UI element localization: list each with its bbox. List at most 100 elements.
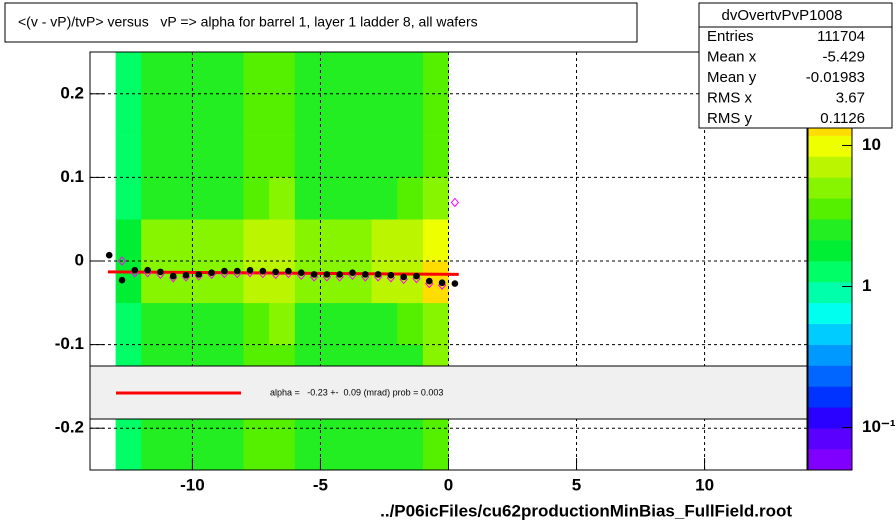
heatmap-cell (371, 135, 398, 178)
heatmap-cell (218, 428, 244, 471)
heatmap-cell (397, 52, 424, 95)
profile-point (374, 271, 382, 278)
heatmap-cell (346, 428, 372, 471)
heatmap-cell (141, 428, 168, 471)
profile-point (438, 279, 446, 287)
profile-point (451, 280, 459, 287)
heatmap-cell (269, 428, 296, 471)
colorbar-band (808, 156, 852, 178)
heatmap-cell (320, 219, 347, 262)
heatmap-cell (115, 219, 142, 262)
y-tick-label: 0.1 (60, 167, 84, 186)
colorbar-band (808, 386, 852, 408)
heatmap-cell (346, 177, 372, 220)
x-tick-label: -10 (180, 475, 205, 494)
profile-point (169, 272, 177, 280)
profile-point (144, 266, 151, 274)
colorbar-band (808, 449, 852, 471)
heatmap-cell (269, 52, 296, 95)
profile-marker (117, 256, 127, 266)
profile-point (233, 267, 241, 275)
heatmap-cell (115, 177, 142, 220)
heatmap-cell (115, 93, 142, 136)
profile-point (195, 271, 203, 278)
heatmap-cell (346, 52, 372, 95)
profile-point (425, 277, 433, 285)
heatmap-cell (397, 302, 424, 345)
colorbar-band (808, 302, 852, 324)
profile-point (105, 251, 113, 259)
heatmap-cell (320, 261, 347, 304)
frame (89, 51, 808, 471)
stats-value: -5.429 (822, 48, 865, 65)
stats-label: Entries (707, 28, 754, 45)
heatmap-cell (218, 177, 244, 220)
heatmap-cell (397, 177, 424, 220)
stats-box (698, 2, 893, 129)
heatmap-cell (422, 219, 449, 262)
heatmap-cell (397, 135, 424, 178)
y-tick-label: -0.1 (55, 334, 84, 353)
heatmap-cell (115, 52, 142, 95)
heatmap-cell (371, 177, 398, 220)
z-tick-label: 10⁻¹ (862, 417, 896, 436)
heatmap-cell (269, 135, 296, 178)
chart-title: <(v - vP)/tvP> versus vP => alpha for ba… (18, 14, 478, 30)
stats-value: 0.1126 (820, 110, 865, 127)
profile-point (349, 269, 356, 277)
heatmap-cell (141, 52, 168, 95)
heatmap-cell (166, 177, 193, 220)
heatmap-cell (371, 261, 398, 304)
profile-point (323, 271, 331, 278)
x-tick-label: -5 (313, 475, 328, 494)
heatmap-cell (346, 93, 372, 136)
profile-point (221, 267, 228, 275)
colorbar-band (808, 344, 852, 366)
heatmap-cell (269, 302, 296, 345)
profile-point (157, 268, 164, 276)
colorbar-band (808, 323, 852, 345)
stats-value: 111704 (817, 28, 865, 45)
heatmap-cell (243, 93, 270, 136)
colorbar-band (808, 261, 852, 283)
heatmap-cell (218, 52, 244, 95)
x-tick-label: 5 (572, 475, 581, 494)
stats-value: 3.67 (836, 89, 865, 106)
heatmap-cell (243, 261, 270, 304)
heatmap-cell (294, 93, 321, 136)
heatmap-cell (115, 302, 142, 345)
heatmap-cell (115, 135, 142, 178)
colorbar-band (808, 365, 852, 387)
heatmap-cell (141, 177, 168, 220)
title-box (4, 2, 638, 43)
heatmap-cell (218, 302, 244, 345)
colorbar-band (808, 219, 852, 241)
heatmap-cell (141, 93, 168, 136)
profile-point (310, 271, 318, 278)
profile-point (413, 272, 420, 280)
heatmap-cell (243, 219, 270, 262)
heatmap-cell (320, 302, 347, 345)
heatmap-cell (218, 219, 244, 262)
profile-point (297, 269, 305, 277)
heatmap-cell (243, 52, 270, 95)
heatmap-cell (397, 428, 424, 471)
heatmap-cell (294, 261, 321, 304)
profile-point (208, 269, 215, 277)
heatmap-cell (294, 52, 321, 95)
heatmap-cell (269, 93, 296, 136)
heatmap-cell (166, 52, 193, 95)
heatmap-cell (346, 135, 372, 178)
colorbar-band (808, 135, 852, 157)
heatmap-cell (294, 302, 321, 345)
heatmap-cell (218, 135, 244, 178)
heatmap-cell (371, 52, 398, 95)
heatmap-cell (371, 93, 398, 136)
heatmap-cell (422, 93, 449, 136)
heatmap-cell (294, 428, 321, 471)
stats-label: RMS y (707, 110, 753, 127)
heatmap-cell (422, 135, 449, 178)
heatmap-cell (192, 302, 219, 345)
stats-title: dvOvertvPvP1008 (722, 7, 843, 24)
